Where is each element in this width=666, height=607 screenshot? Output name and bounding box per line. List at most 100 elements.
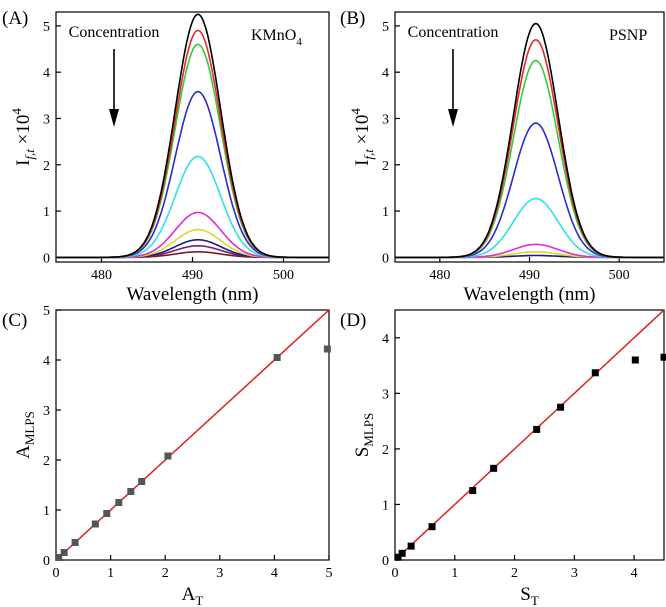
y-tick-label: 5 xyxy=(43,304,50,319)
fit-line xyxy=(56,310,329,560)
spectrum-line-c5 xyxy=(56,155,329,259)
data-point-1 xyxy=(398,549,406,557)
chart-title-subscript: 4 xyxy=(296,36,302,48)
y-label-main: I xyxy=(352,160,373,166)
x-tick-label: 0 xyxy=(53,566,60,581)
data-point-4 xyxy=(469,487,477,495)
chart-title-text: KMnO xyxy=(251,27,296,44)
x-label-main: S xyxy=(520,584,531,605)
data-point-5 xyxy=(490,464,498,472)
x-axis-label: ST xyxy=(520,584,539,607)
y-axis-label: AMLPS xyxy=(13,411,37,459)
data-point-6 xyxy=(127,488,135,495)
data-point-9 xyxy=(631,356,639,364)
y-axis-label: If,t ×104 xyxy=(9,108,37,166)
y-tick-label: 1 xyxy=(382,498,389,513)
x-tick-label: 480 xyxy=(91,268,112,283)
plot-frame xyxy=(394,309,665,561)
y-tick-label: 4 xyxy=(43,66,50,81)
data-point-10 xyxy=(660,353,666,361)
y-tick-label: 2 xyxy=(43,159,50,174)
data-point-4 xyxy=(103,510,111,517)
spectrum-line-c8 xyxy=(56,239,329,259)
panel-b: 480 490 500 0 1 2 3 4 5 (B) Concentration PSNP Wavel… xyxy=(340,8,665,305)
spectra xyxy=(395,22,664,259)
x-tick-label: 3 xyxy=(216,566,223,581)
x-axis-label: Wavelength (nm) xyxy=(464,284,596,305)
x-tick-label: 500 xyxy=(273,268,294,283)
fit-area xyxy=(395,310,664,560)
y-label-sub: f,t xyxy=(361,149,376,160)
x-axis-label: Wavelength (nm) xyxy=(127,284,259,305)
panel-label: (D) xyxy=(340,310,366,331)
plot-frame xyxy=(55,309,330,561)
y-tick-label: 5 xyxy=(382,20,389,35)
x-tick-label: 490 xyxy=(182,268,203,283)
x-tick-label: 3 xyxy=(571,566,578,581)
data-point-9 xyxy=(273,354,281,361)
panel-label: (B) xyxy=(340,8,365,29)
x-tick-label: 500 xyxy=(609,268,630,283)
y-axis-label: If,t ×104 xyxy=(348,108,376,166)
y-tick-label: 2 xyxy=(382,443,389,458)
y-label-suffix: ×10 xyxy=(352,115,373,149)
spectra xyxy=(56,13,329,259)
x-tick-label: 480 xyxy=(429,268,450,283)
y-axis-label: SMLPS xyxy=(352,413,376,458)
spectrum-line-c5 xyxy=(395,197,664,259)
y-tick-label: 5 xyxy=(43,20,50,35)
y-tick-label: 2 xyxy=(43,454,50,469)
spectrum-line-c1 xyxy=(56,13,329,259)
data-point-2 xyxy=(71,539,79,546)
x-tick-label: 0 xyxy=(392,566,399,581)
y-tick-label: 4 xyxy=(382,66,389,81)
y-tick-label: 1 xyxy=(43,205,50,220)
spectrum-line-c4 xyxy=(56,90,329,259)
spectrum-line-c1 xyxy=(395,22,664,259)
y-tick-label: 3 xyxy=(43,112,50,127)
y-label-sub: MLPS xyxy=(22,411,37,445)
data-point-8 xyxy=(591,369,599,377)
spectrum-line-c7 xyxy=(56,228,329,259)
annotation-text: Concentration xyxy=(69,24,160,41)
chart-title-text: PSNP xyxy=(609,27,647,44)
x-label-sub: T xyxy=(531,593,539,607)
spectrum-line-c2 xyxy=(395,38,664,259)
y-label-main: A xyxy=(13,445,34,459)
data-point-1 xyxy=(60,549,68,556)
x-tick-label: 490 xyxy=(519,268,540,283)
y-label-suffix: ×10 xyxy=(13,115,34,149)
x-tick-label: 1 xyxy=(451,566,458,581)
x-label-main: A xyxy=(182,584,196,605)
data-point-6 xyxy=(533,425,541,433)
y-tick-label: 0 xyxy=(382,554,389,569)
spectrum-line-c6 xyxy=(56,211,329,259)
x-tick-label: 5 xyxy=(326,566,333,581)
x-axis-label: AT xyxy=(182,584,204,607)
chart-title: KMnO4 xyxy=(251,27,302,48)
y-label-sub: f,t xyxy=(22,149,37,160)
data-point-7 xyxy=(138,478,146,485)
x-tick-label: 4 xyxy=(271,566,278,581)
panel-label: (C) xyxy=(2,310,27,331)
data-point-7 xyxy=(557,403,565,411)
y-tick-label: 2 xyxy=(382,159,389,174)
arrow-head xyxy=(448,109,458,127)
spectrum-line-c3 xyxy=(395,59,664,259)
y-tick-label: 4 xyxy=(43,354,50,369)
x-tick-label: 2 xyxy=(511,566,518,581)
y-tick-label: 4 xyxy=(382,332,389,347)
data-point-10 xyxy=(323,345,331,353)
x-label-sub: T xyxy=(195,593,203,607)
y-label-main: I xyxy=(13,160,34,166)
y-label-sub: MLPS xyxy=(361,413,376,447)
data-point-3 xyxy=(428,523,436,531)
fit-line xyxy=(395,310,664,560)
spectrum-line-c4 xyxy=(395,122,664,259)
y-label-exponent: 4 xyxy=(9,108,24,115)
y-tick-label: 0 xyxy=(43,251,50,266)
x-tick-label: 1 xyxy=(107,566,114,581)
